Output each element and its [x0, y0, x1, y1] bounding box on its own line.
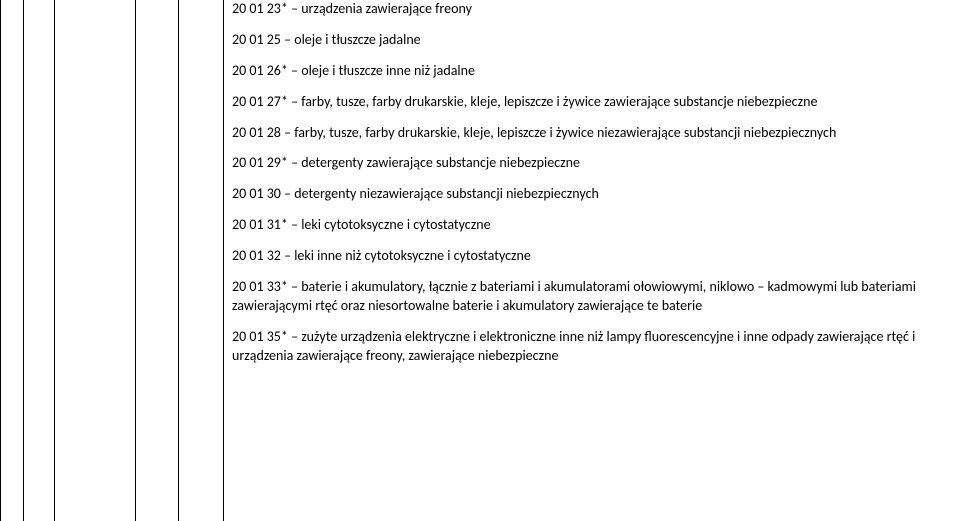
waste-entry: 20 01 35* – zużyte urządzenia elektryczn… [232, 328, 951, 366]
waste-entry: 20 01 31* – leki cytotoksyczne i cytosta… [232, 216, 951, 235]
entry-desc: – urządzenia zawierające freony [291, 0, 472, 17]
entry-code: 20 01 35* [232, 328, 288, 345]
entry-desc: – baterie i akumulatory, łącznie z bater… [232, 278, 916, 314]
waste-entry: 20 01 28 – farby, tusze, farby drukarski… [232, 124, 951, 143]
waste-entry: 20 01 25 – oleje i tłuszcze jadalne [232, 31, 951, 50]
entry-desc: – leki cytotoksyczne i cytostatyczne [291, 216, 490, 233]
entry-code: 20 01 31* [232, 216, 288, 233]
waste-entry: 20 01 30 – detergenty niezawierające sub… [232, 185, 951, 204]
entry-code: 20 01 25 [232, 31, 281, 48]
table-col-3 [54, 0, 135, 521]
entry-desc: – zużyte urządzenia elektryczne i elektr… [232, 328, 915, 364]
entry-desc: – oleje i tłuszcze inne niż jadalne [291, 62, 475, 79]
entry-desc: – detergenty niezawierające substancji n… [284, 185, 599, 202]
entry-desc: – oleje i tłuszcze jadalne [284, 31, 421, 48]
entry-code: 20 01 32 [232, 247, 281, 264]
waste-entry: 20 01 33* – baterie i akumulatory, łączn… [232, 278, 951, 316]
entry-code: 20 01 29* [232, 154, 288, 171]
entry-code: 20 01 33* [232, 278, 288, 295]
document-page: 20 01 23* – urządzenia zawierające freon… [0, 0, 959, 521]
entry-code: 20 01 28 [232, 124, 281, 141]
entry-desc: – farby, tusze, farby drukarskie, kleje,… [284, 124, 836, 141]
waste-entry: 20 01 32 – leki inne niż cytotoksyczne i… [232, 247, 951, 266]
entry-desc: – farby, tusze, farby drukarskie, kleje,… [291, 93, 817, 110]
entry-code: 20 01 27* [232, 93, 288, 110]
table-col-2 [23, 0, 54, 521]
entry-desc: – leki inne niż cytotoksyczne i cytostat… [284, 247, 531, 264]
waste-entry: 20 01 23* – urządzenia zawierające freon… [232, 0, 951, 19]
entry-desc: – detergenty zawierające substancje nieb… [291, 154, 580, 171]
table-col-1 [0, 0, 23, 521]
waste-entry: 20 01 26* – oleje i tłuszcze inne niż ja… [232, 62, 951, 81]
table-col-4 [135, 0, 178, 521]
entry-code: 20 01 23* [232, 0, 288, 17]
entry-code: 20 01 30 [232, 185, 281, 202]
waste-entry: 20 01 29* – detergenty zawierające subst… [232, 154, 951, 173]
table-col-5 [178, 0, 223, 521]
table-col-content: 20 01 23* – urządzenia zawierające freon… [223, 0, 959, 521]
entry-code: 20 01 26* [232, 62, 288, 79]
waste-entry: 20 01 27* – farby, tusze, farby drukarsk… [232, 93, 951, 112]
